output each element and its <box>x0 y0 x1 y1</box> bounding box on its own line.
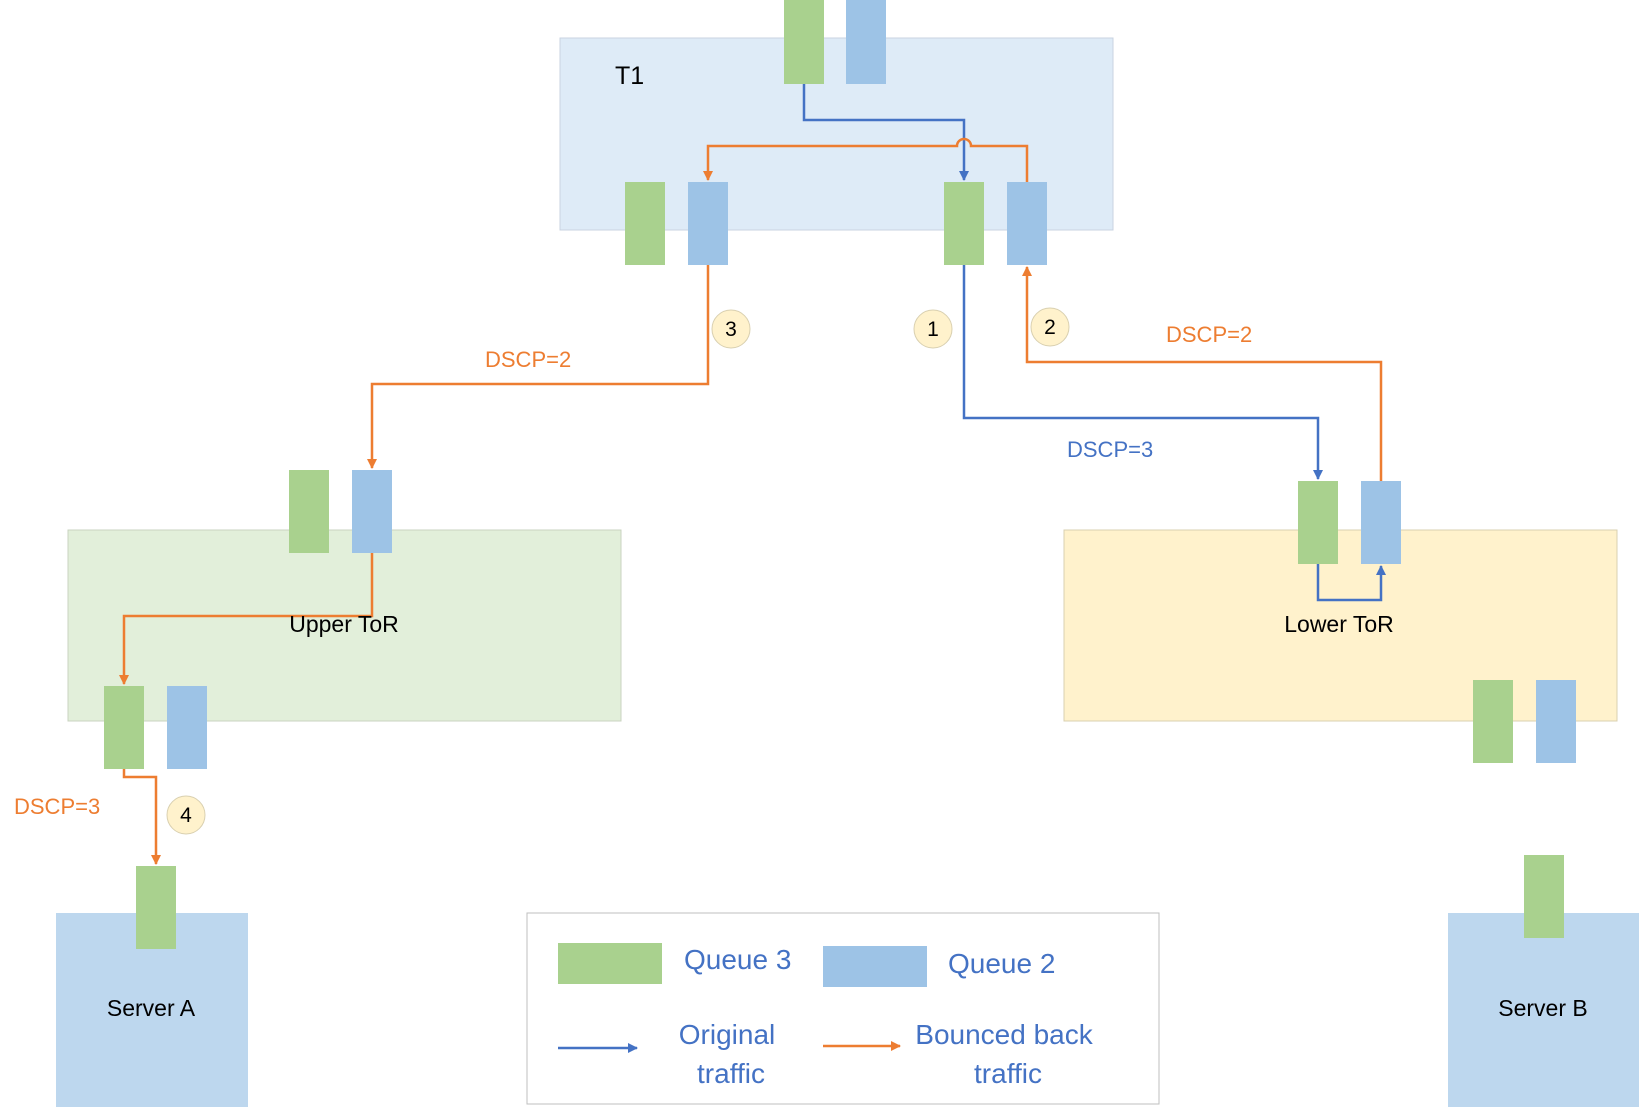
step-badge-4: 4 <box>166 795 206 835</box>
original-traffic-lower-tor-loop <box>1316 564 1386 602</box>
dscp-label-step3: DSCP=2 <box>485 347 571 372</box>
step-number-3: 3 <box>725 318 737 341</box>
upper-tor-top-queue2 <box>352 470 392 553</box>
legend-box <box>526 912 1160 1105</box>
server-a-label: Server A <box>107 995 196 1021</box>
bounced-traffic-step2 <box>1022 266 1383 481</box>
step-badge-3: 3 <box>711 309 751 349</box>
original-traffic-t1-internal <box>802 84 969 181</box>
step-badge-1: 1 <box>913 309 953 349</box>
lower-tor-top-queue3 <box>1298 481 1338 564</box>
t1-left-queue3 <box>625 182 665 265</box>
legend-queue2-swatch <box>823 946 927 987</box>
bounced-traffic-step3 <box>367 265 710 469</box>
upper-tor-bottom-queue3 <box>104 686 144 769</box>
legend-queue3-swatch <box>558 943 662 984</box>
lower-tor-label: Lower ToR <box>1284 611 1394 637</box>
dscp-label-step2: DSCP=2 <box>1166 322 1252 347</box>
upper-tor-box <box>67 529 622 722</box>
t1-label: T1 <box>615 62 644 90</box>
dscp-label-step1: DSCP=3 <box>1067 437 1153 462</box>
legend: Queue 3 Queue 2 Original traffic Bounced… <box>526 912 1160 1105</box>
legend-bounced-label-line2: traffic <box>974 1058 1042 1089</box>
server-b-box <box>1448 913 1639 1107</box>
upper-tor-top-queue3 <box>289 470 329 553</box>
step-number-2: 2 <box>1044 316 1056 339</box>
bounced-traffic-upper-tor-internal <box>119 553 374 685</box>
t1-top-queue3 <box>784 0 824 84</box>
upper-tor-bottom-queue2 <box>167 686 207 769</box>
bounced-traffic-t1-internal <box>703 137 1029 182</box>
step-number-1: 1 <box>927 318 939 341</box>
lower-tor-top-queue2 <box>1361 481 1401 564</box>
bounced-traffic-step4 <box>122 769 161 865</box>
dscp-label-step4: DSCP=3 <box>14 794 100 819</box>
lower-tor-box <box>1063 529 1618 722</box>
legend-bounced-label-line1: Bounced back <box>915 1019 1093 1050</box>
lower-tor-bottom-queue2 <box>1536 680 1576 763</box>
t1-top-queue2 <box>846 0 886 84</box>
legend-original-label-line2: traffic <box>697 1058 765 1089</box>
server-b-queue3 <box>1524 855 1564 938</box>
original-traffic-step1 <box>962 265 1323 480</box>
lower-tor-bottom-queue3 <box>1473 680 1513 763</box>
t1-left-queue2 <box>688 182 728 265</box>
server-b-label: Server B <box>1498 995 1587 1021</box>
upper-tor-label: Upper ToR <box>289 611 399 637</box>
t1-right-queue2 <box>1007 182 1047 265</box>
legend-original-label-line1: Original <box>679 1019 775 1050</box>
step-badge-2: 2 <box>1030 307 1070 347</box>
step-number-4: 4 <box>180 804 192 827</box>
t1-right-queue3 <box>944 182 984 265</box>
server-a-queue3 <box>136 866 176 949</box>
legend-queue3-label: Queue 3 <box>684 944 791 975</box>
legend-queue2-label: Queue 2 <box>948 948 1055 979</box>
